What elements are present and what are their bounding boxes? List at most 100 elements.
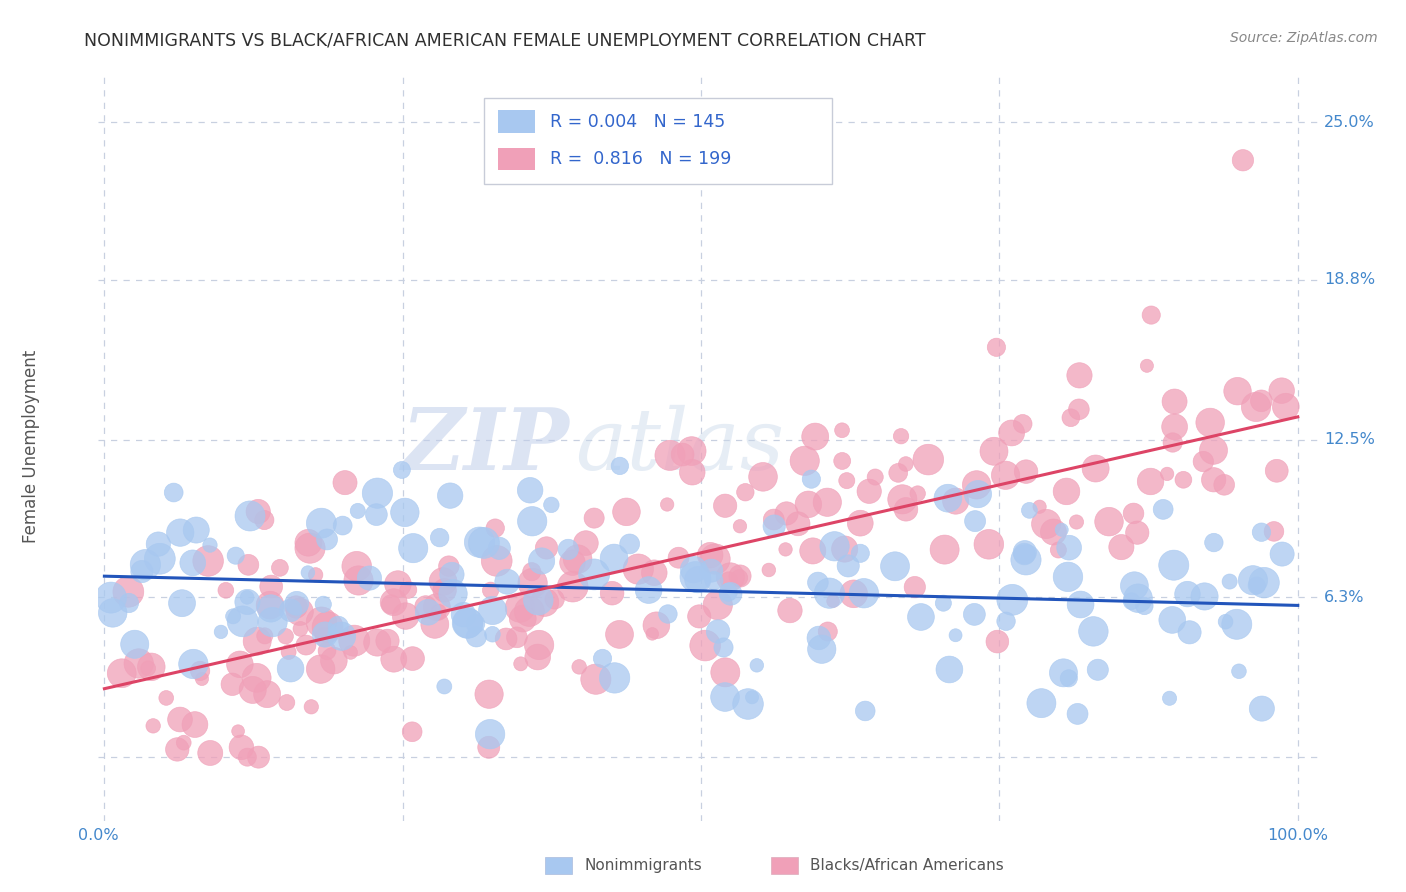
Point xyxy=(685,570,707,584)
Text: NONIMMIGRANTS VS BLACK/AFRICAN AMERICAN FEMALE UNEMPLOYMENT CORRELATION CHART: NONIMMIGRANTS VS BLACK/AFRICAN AMERICAN … xyxy=(84,31,927,49)
Point xyxy=(568,660,591,674)
Point xyxy=(478,687,501,701)
Point xyxy=(530,554,553,568)
Point xyxy=(835,474,858,488)
Point xyxy=(197,554,219,568)
Point xyxy=(239,508,262,523)
Point xyxy=(478,740,501,755)
Point xyxy=(1015,465,1038,479)
Point xyxy=(728,571,751,585)
Point xyxy=(509,657,531,671)
Point xyxy=(600,586,623,600)
Point xyxy=(496,574,519,589)
Point xyxy=(688,609,710,624)
Point xyxy=(1136,359,1159,373)
Text: 100.0%: 100.0% xyxy=(1267,829,1329,843)
Point xyxy=(401,651,423,665)
Point xyxy=(763,519,786,533)
Point xyxy=(645,618,668,632)
Point xyxy=(433,680,456,694)
Point xyxy=(170,596,193,610)
Point xyxy=(994,468,1017,483)
Point xyxy=(484,521,506,535)
Point xyxy=(441,587,464,601)
Point xyxy=(1084,461,1107,475)
Point xyxy=(966,478,988,492)
Text: Nonimmigrants: Nonimmigrants xyxy=(583,858,702,873)
Point xyxy=(200,746,222,760)
Point xyxy=(681,465,703,479)
Point xyxy=(1047,543,1070,558)
Point xyxy=(887,466,910,480)
Point xyxy=(1227,665,1250,679)
Point xyxy=(260,601,283,615)
Point xyxy=(585,672,607,686)
Point xyxy=(561,556,583,570)
Text: 0.0%: 0.0% xyxy=(79,829,118,843)
Point xyxy=(1161,613,1184,627)
Point xyxy=(285,596,308,610)
Point xyxy=(934,542,956,557)
Point xyxy=(852,586,875,600)
Point xyxy=(173,736,195,750)
Point xyxy=(1056,484,1078,499)
Point xyxy=(163,485,186,500)
Point xyxy=(1042,524,1064,539)
Point xyxy=(1060,410,1083,425)
Point xyxy=(894,457,917,471)
Point xyxy=(536,541,558,555)
Point xyxy=(312,597,335,611)
Point xyxy=(682,563,704,577)
Point xyxy=(592,651,614,665)
Point xyxy=(464,616,486,631)
Point xyxy=(1202,473,1225,487)
Point xyxy=(1161,435,1184,450)
Point xyxy=(288,605,311,619)
Point xyxy=(346,559,368,574)
Point xyxy=(118,596,141,610)
Point xyxy=(1140,308,1163,322)
Point xyxy=(1098,515,1121,529)
Point xyxy=(377,633,399,648)
Point xyxy=(1246,578,1268,592)
FancyBboxPatch shape xyxy=(546,857,572,874)
Point xyxy=(468,535,491,549)
Point xyxy=(700,564,723,578)
Point xyxy=(186,523,208,537)
Point xyxy=(262,615,284,629)
Point xyxy=(366,635,388,649)
Point xyxy=(387,577,409,591)
Point xyxy=(117,584,139,599)
Point xyxy=(100,591,122,605)
Point xyxy=(481,627,503,641)
Point xyxy=(671,448,693,462)
Point xyxy=(1226,384,1249,399)
Point xyxy=(285,599,308,614)
Point xyxy=(713,640,735,655)
Point xyxy=(797,497,820,511)
Point xyxy=(717,574,740,588)
Point xyxy=(495,632,517,646)
Point xyxy=(1271,547,1294,561)
Point xyxy=(184,717,207,731)
Point xyxy=(330,629,353,643)
Point xyxy=(328,619,350,633)
Point xyxy=(657,607,679,621)
Text: Female Unemployment: Female Unemployment xyxy=(22,350,41,542)
Point xyxy=(472,536,495,550)
Point xyxy=(236,595,259,609)
Point xyxy=(1173,473,1195,487)
Text: R = 0.004   N = 145: R = 0.004 N = 145 xyxy=(550,112,725,130)
Point xyxy=(253,513,276,527)
Point xyxy=(823,594,845,608)
Point xyxy=(479,727,502,741)
Point xyxy=(316,533,339,547)
Point xyxy=(609,458,631,473)
Point xyxy=(603,551,626,566)
Text: R =  0.816   N = 199: R = 0.816 N = 199 xyxy=(550,150,731,168)
Point xyxy=(752,470,775,484)
Point xyxy=(222,609,245,624)
Point xyxy=(858,484,880,499)
Point xyxy=(479,583,502,598)
Point xyxy=(1219,574,1241,589)
